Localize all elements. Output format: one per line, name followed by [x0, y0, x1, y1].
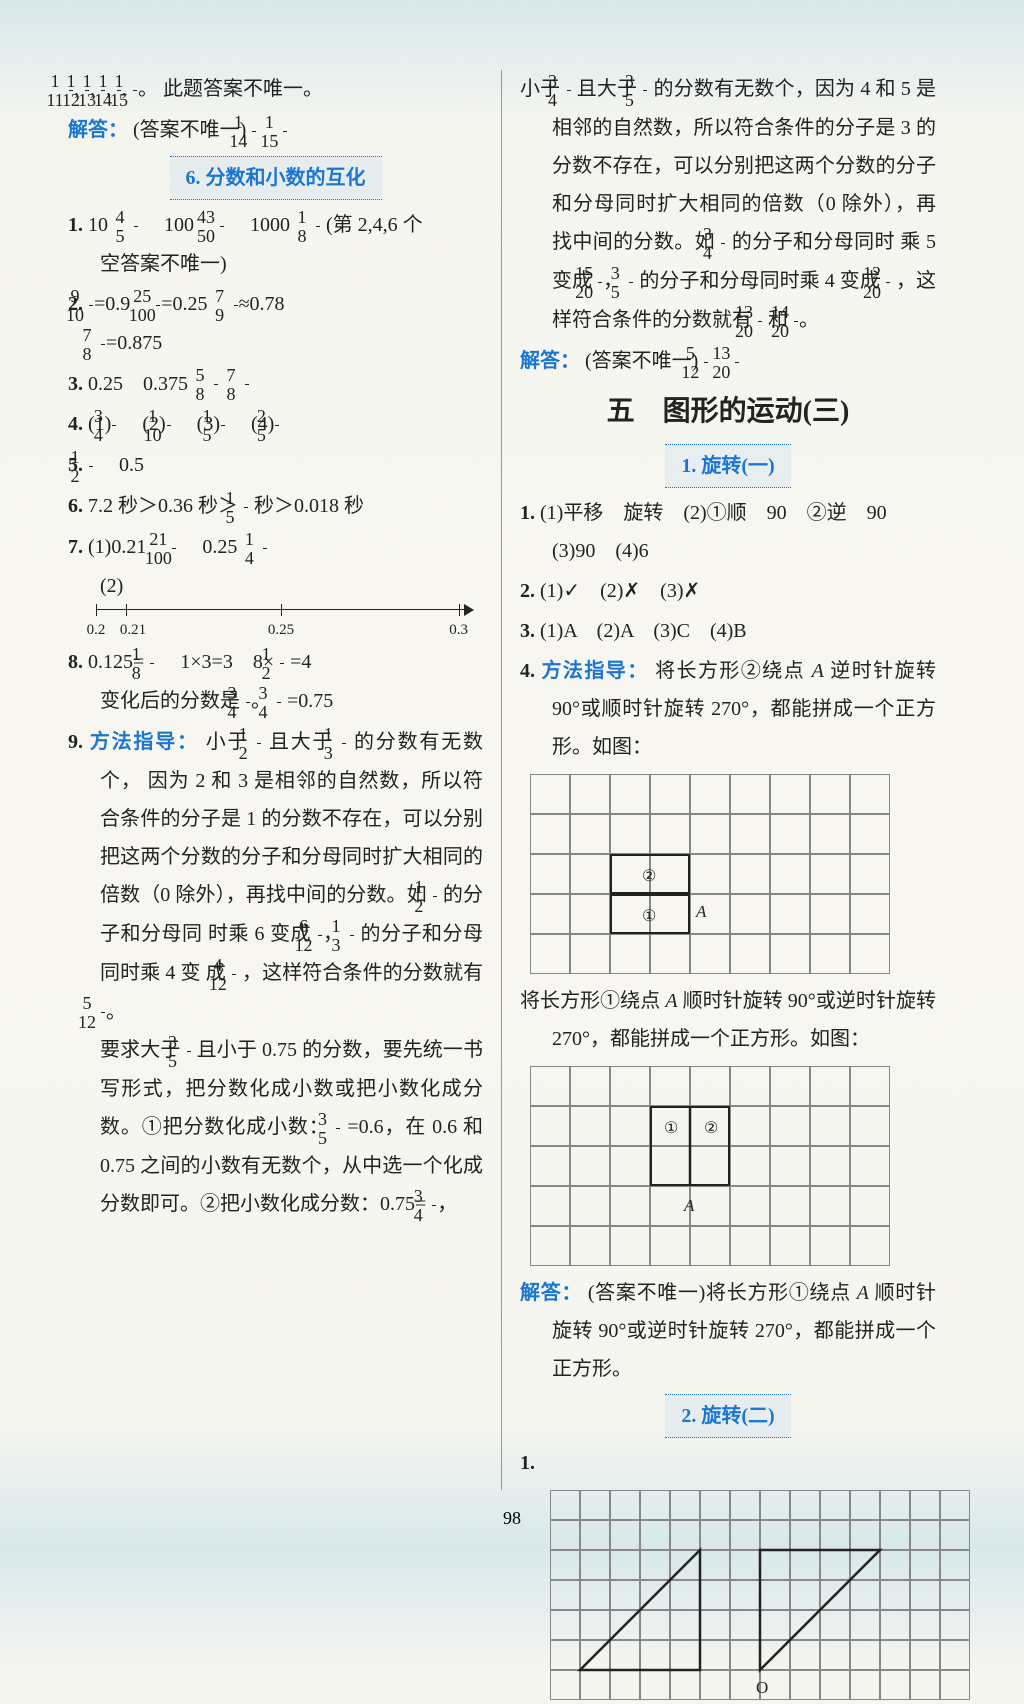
heading-text: 1. 旋转(一)	[665, 444, 790, 488]
method-label: 方法指导：	[541, 660, 648, 682]
right-column: 小于 34 且大于 35 的分数有无数个，因为 4 和 5 是相邻的自然数，所以…	[502, 70, 944, 1490]
heading-text: 6. 分数和小数的互化	[170, 156, 382, 200]
answer-line: 解答： (答案不唯一) 114 115	[68, 111, 483, 150]
section-heading: 1. 旋转(一)	[520, 444, 936, 488]
section-heading: 2. 旋转(二)	[520, 1394, 936, 1438]
answer-line: 解答： (答案不唯一)将长方形①绕点 A 顺时针旋转 90°或逆时针旋转 270…	[520, 1274, 936, 1388]
page-number: 98	[0, 1508, 1024, 1529]
text-line: 111, 112, 113, 114, 115。 此题答案不唯一。	[68, 70, 483, 109]
r1: 1. (1)平移 旋转 (2)①顺 90 ②逆 90 (3)90 (4)6	[520, 494, 936, 570]
q1: 1. 10 45 100 4350 1000 18 (第 2,4,6 个 空答案…	[68, 206, 483, 283]
section-heading: 6. 分数和小数的互化	[68, 156, 483, 200]
r2: 2. (1)✓ (2)✗ (3)✗	[520, 572, 936, 610]
q7: 7. (1)0.21 21100 0.25 14 (2)	[68, 528, 483, 605]
q6: 6. 7.2 秒＞0.36 秒＞ 15 秒＞0.018 秒	[68, 487, 483, 526]
grid-figure-2: ① ② A	[530, 1066, 890, 1266]
q3: 3. 0.25 0.375 58 78	[68, 365, 483, 404]
unit-heading: 五 图形的运动(三)	[520, 385, 936, 438]
method-label: 方法指导：	[90, 731, 199, 753]
paragraph: 将长方形①绕点 A 顺时针旋转 90°或逆时针旋转 270°，都能拼成一个正方形…	[520, 982, 936, 1058]
q8: 8. 0.125= 18 1×3=3 8× 12 =4 变化后的分数是 34。 …	[68, 643, 483, 721]
left-column: 111, 112, 113, 114, 115。 此题答案不唯一。 解答： (答…	[60, 70, 502, 1490]
heading-text: 2. 旋转(二)	[665, 1394, 790, 1438]
paragraph: 小于 34 且大于 35 的分数有无数个，因为 4 和 5 是相邻的自然数，所以…	[520, 70, 936, 340]
q4: 4. (1)34 (2)110 (3)15 (4)25	[68, 405, 483, 444]
text: 此题答案不唯一。	[163, 78, 323, 100]
q5: 5. 12 0.5	[68, 446, 483, 485]
r2-1: 1.	[520, 1444, 936, 1482]
answer-label: 解答：	[520, 1282, 582, 1304]
r4: 4. 方法指导： 将长方形②绕点 A 逆时针旋转 90°或顺时针旋转 270°，…	[520, 652, 936, 766]
q9: 9. 方法指导： 小于 12 且大于 13 的分数有无数个， 因为 2 和 3 …	[68, 723, 483, 1224]
answer-label: 解答：	[520, 350, 580, 372]
grid-figure-1: /*grid drawn below via loop*/ ② ① A	[530, 774, 890, 974]
answer-line: 解答： (答案不唯一) 512 1320	[520, 342, 936, 381]
r3: 3. (1)A (2)A (3)C (4)B	[520, 612, 936, 650]
answer-label: 解答：	[68, 119, 128, 141]
number-line: 0.2 0.21 0.25 0.3	[96, 609, 466, 639]
q2: 2. 910=0.9 25100=0.25 79≈0.78 78=0.875	[68, 285, 483, 363]
